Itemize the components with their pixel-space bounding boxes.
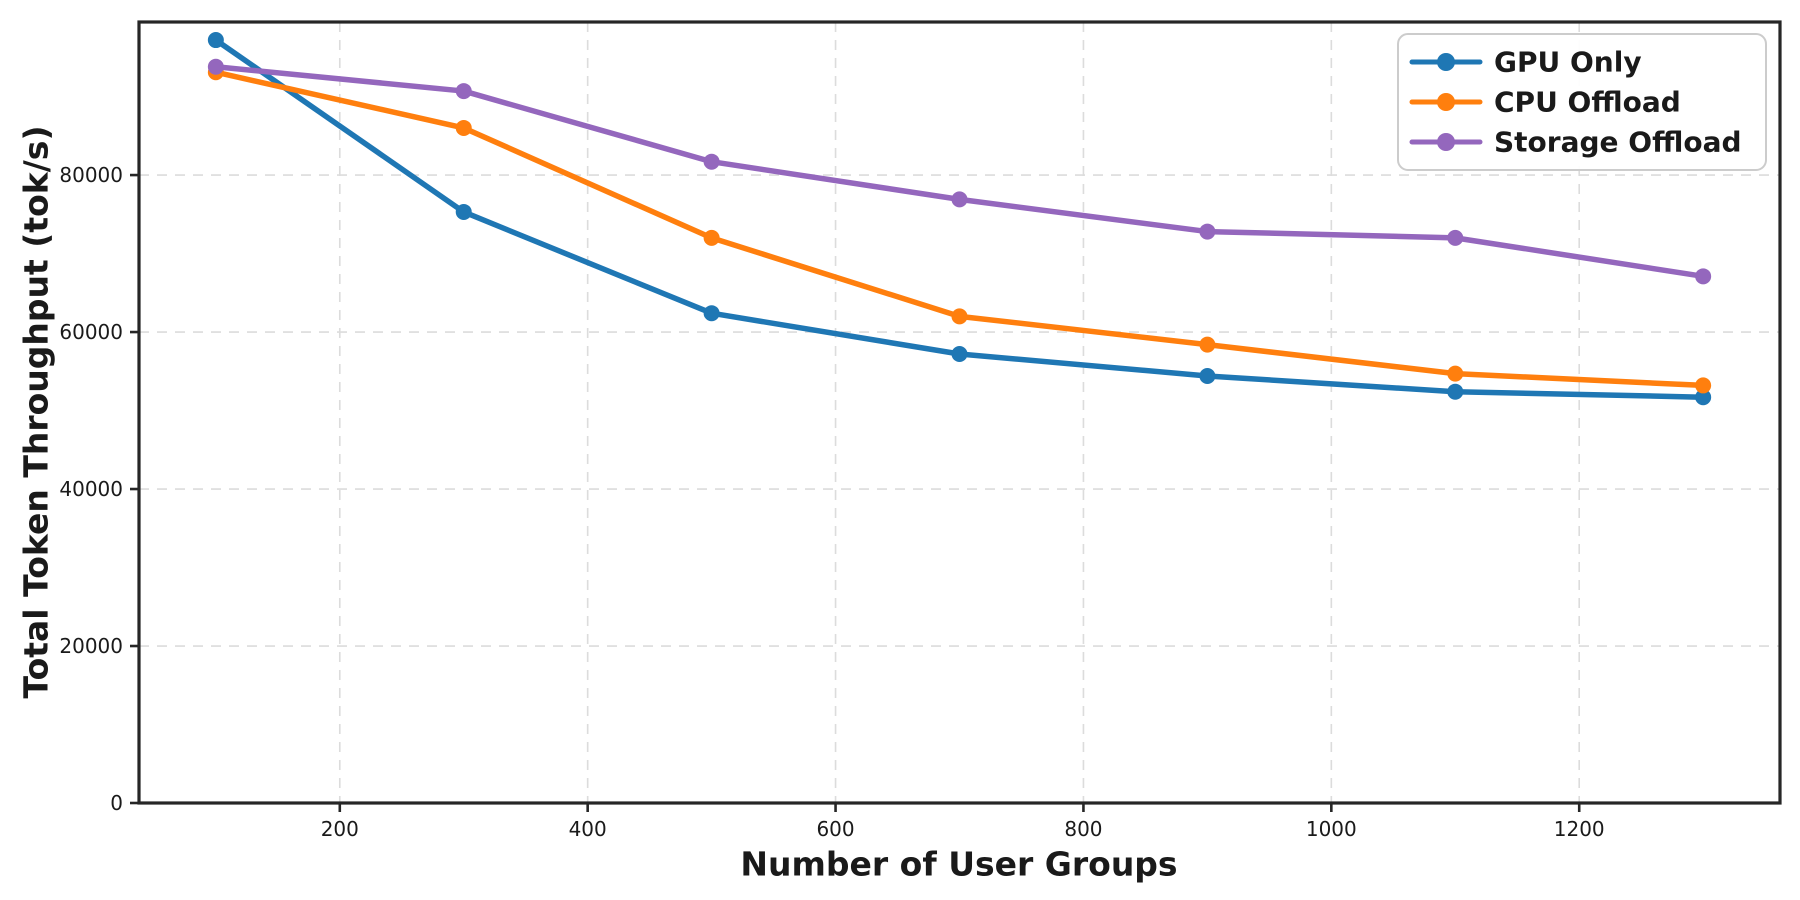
y-tick-label-20000: 20000 bbox=[59, 634, 123, 658]
series-storage-offload bbox=[207, 58, 1712, 285]
y-tick-label-80000: 80000 bbox=[59, 163, 123, 187]
x-tick-label-1000: 1000 bbox=[1306, 817, 1357, 841]
marker-cpu-offload-300 bbox=[455, 119, 472, 136]
x-tick-label-1200: 1200 bbox=[1554, 817, 1605, 841]
marker-cpu-offload-700 bbox=[951, 308, 968, 325]
marker-cpu-offload-1100 bbox=[1447, 365, 1464, 382]
legend-label-storage-offload: Storage Offload bbox=[1494, 126, 1742, 159]
series-layer bbox=[207, 32, 1712, 406]
legend-box: GPU Only CPU Offload Storage Offload bbox=[1397, 33, 1767, 171]
legend-label-gpu-only: GPU Only bbox=[1494, 46, 1642, 79]
marker-cpu-offload-500 bbox=[703, 229, 720, 246]
x-tick-label-800: 800 bbox=[1064, 817, 1102, 841]
marker-storage-offload-100 bbox=[207, 58, 224, 75]
marker-gpu-only-1300 bbox=[1695, 389, 1712, 406]
legend-item-cpu-offload: CPU Offload bbox=[1409, 86, 1681, 119]
marker-storage-offload-300 bbox=[455, 83, 472, 100]
marker-gpu-only-500 bbox=[703, 305, 720, 322]
legend-marker-icon bbox=[1437, 93, 1455, 111]
legend-frame bbox=[1397, 33, 1767, 171]
y-tick-label-40000: 40000 bbox=[59, 477, 123, 501]
marker-storage-offload-1100 bbox=[1447, 229, 1464, 246]
x-axis-label: Number of User Groups bbox=[740, 845, 1177, 884]
y-tick-label-0: 0 bbox=[110, 791, 123, 815]
marker-storage-offload-700 bbox=[951, 191, 968, 208]
y-axis-label: Total Token Throughput (tok/s) bbox=[17, 125, 56, 698]
marker-storage-offload-500 bbox=[703, 153, 720, 170]
marker-gpu-only-100 bbox=[207, 32, 224, 49]
plot-border bbox=[137, 20, 1782, 805]
legend-item-storage-offload: Storage Offload bbox=[1409, 126, 1742, 159]
legend-marker-icon bbox=[1437, 53, 1455, 71]
marker-gpu-only-1100 bbox=[1447, 383, 1464, 400]
axis-layer: 200 400 600 800 1000 1200 0 20000 40000 60000 8000… bbox=[59, 20, 1782, 841]
x-tick-label-600: 600 bbox=[816, 817, 854, 841]
marker-storage-offload-1300 bbox=[1695, 268, 1712, 285]
legend-item-gpu-only: GPU Only bbox=[1409, 46, 1642, 79]
marker-gpu-only-700 bbox=[951, 346, 968, 363]
y-tick-label-60000: 60000 bbox=[59, 320, 123, 344]
legend-label-cpu-offload: CPU Offload bbox=[1494, 86, 1681, 119]
marker-cpu-offload-1300 bbox=[1695, 377, 1712, 394]
series-gpu-only bbox=[207, 32, 1712, 406]
legend-marker-icon bbox=[1437, 133, 1455, 151]
marker-storage-offload-900 bbox=[1199, 223, 1216, 240]
marker-cpu-offload-900 bbox=[1199, 336, 1216, 353]
marker-gpu-only-300 bbox=[455, 203, 472, 220]
x-tick-label-400: 400 bbox=[569, 817, 607, 841]
marker-gpu-only-900 bbox=[1199, 368, 1216, 385]
x-tick-label-200: 200 bbox=[321, 817, 359, 841]
